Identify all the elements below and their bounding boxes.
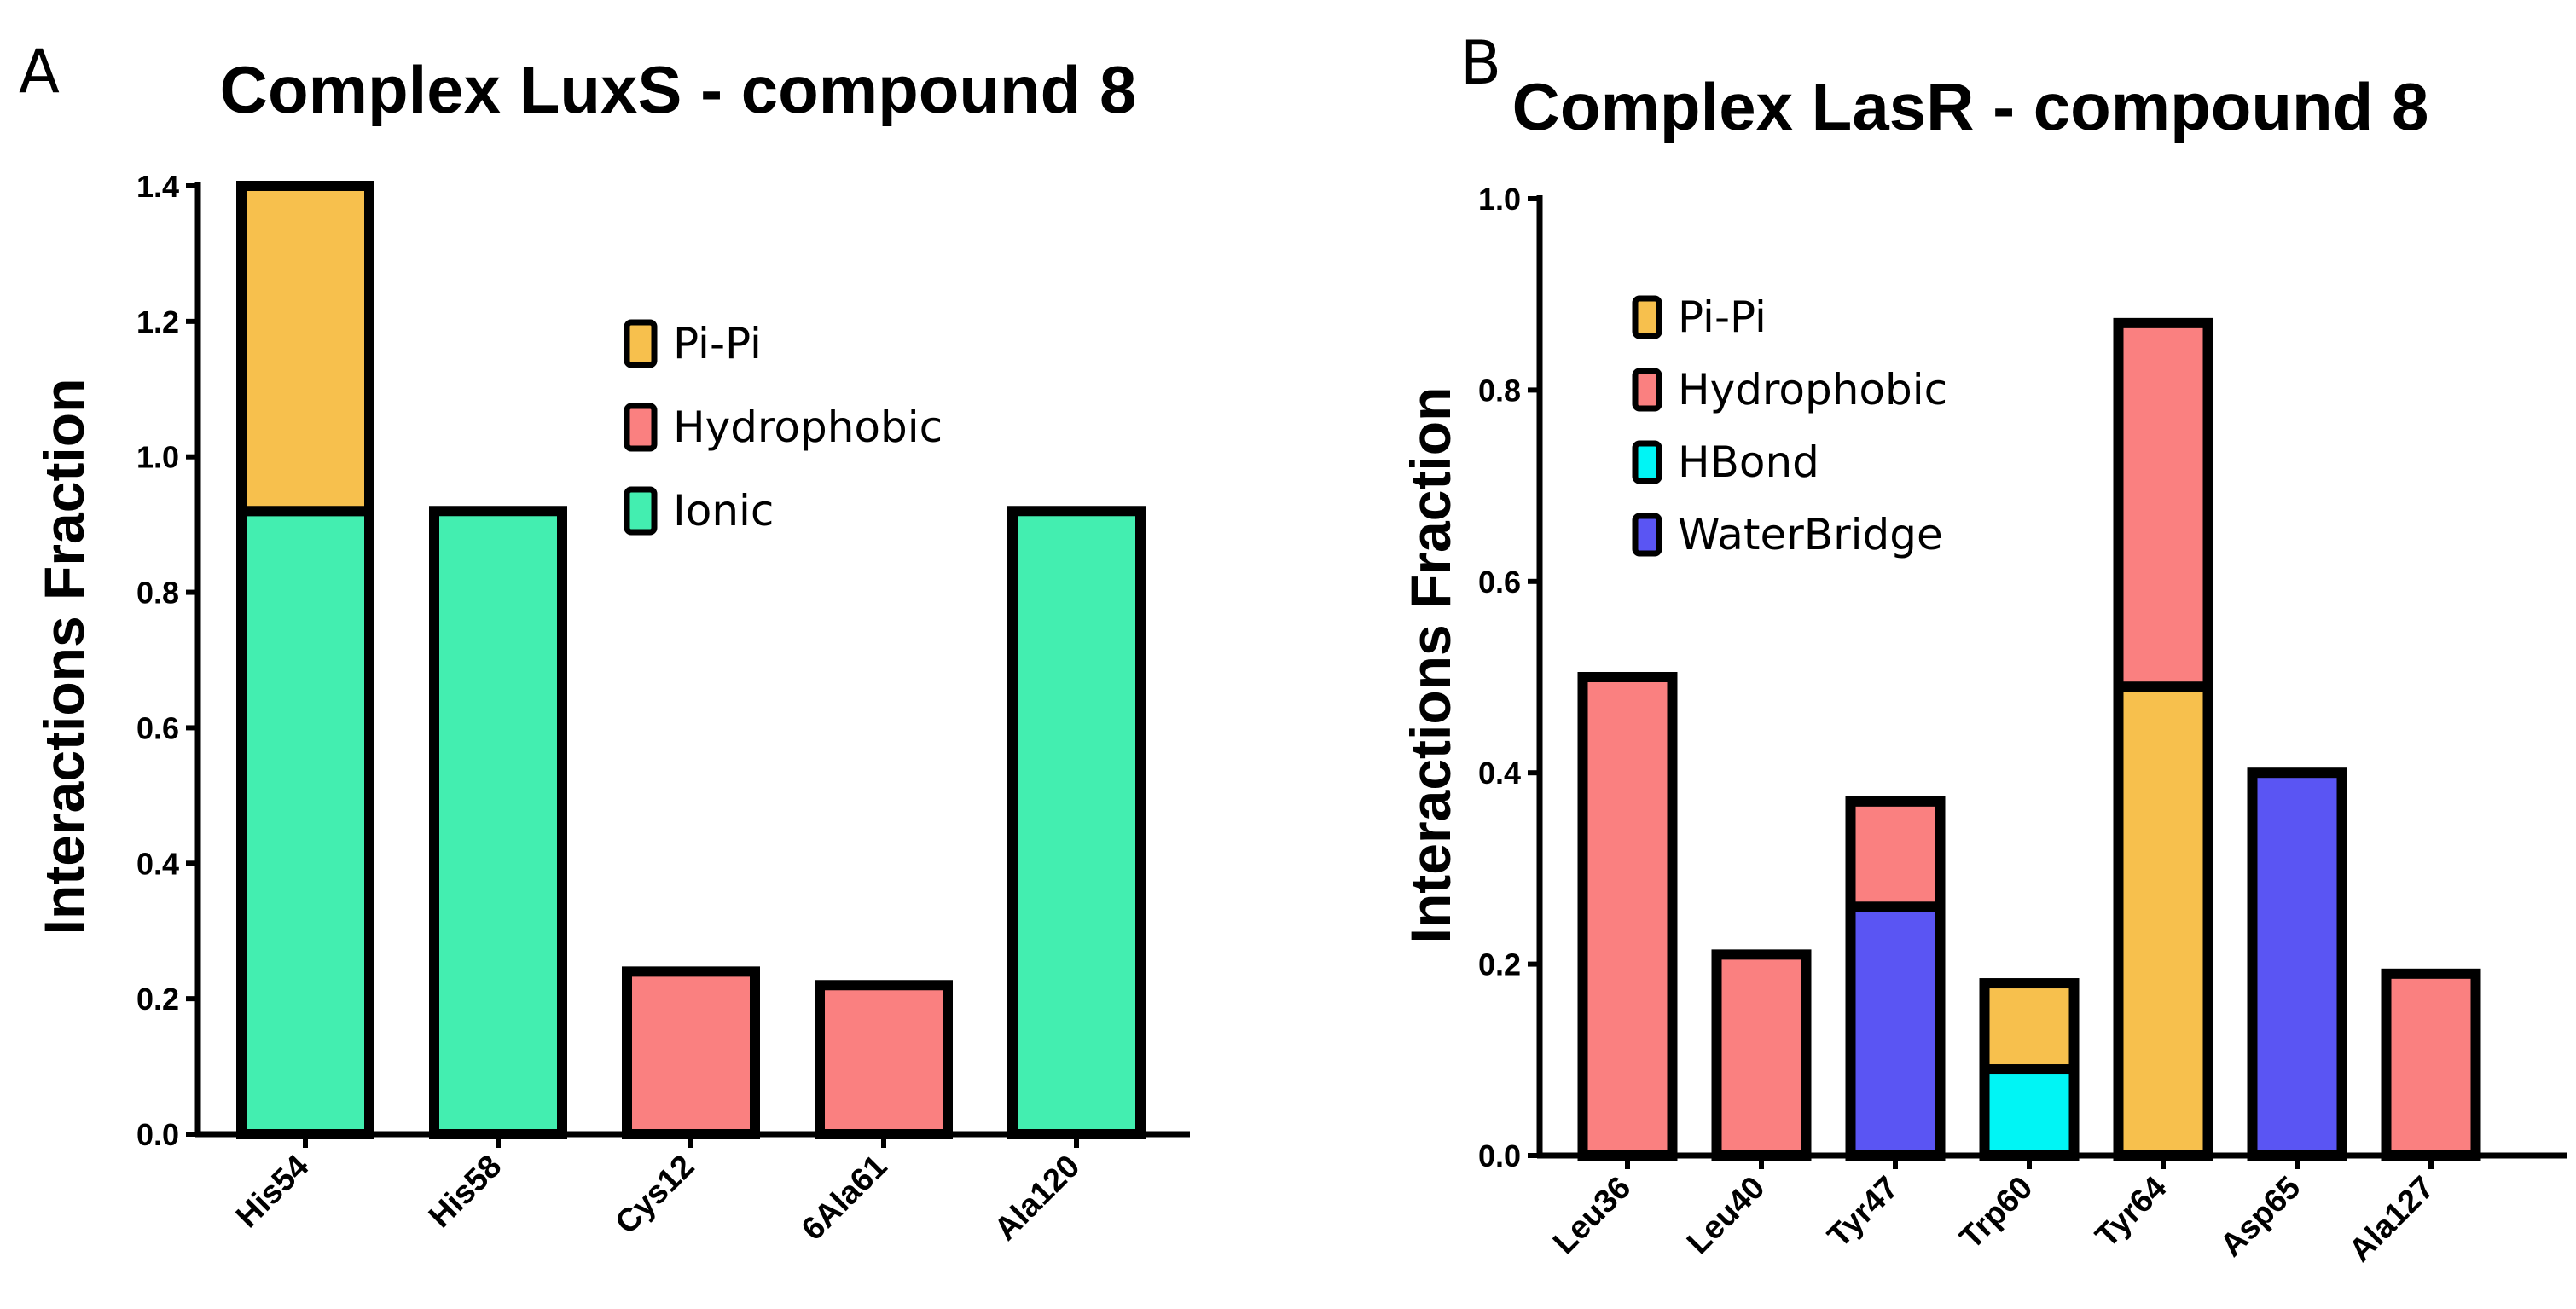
bar-his58-ionic: [429, 506, 567, 1139]
chart-a-marks: 0.0 0.2 0.4 0.6 0.8 1.0 1.2 1.4 His54 His58 Cys12 6…: [136, 169, 1190, 1248]
x-tick-label-6ala61: 6Ala61: [795, 1149, 894, 1248]
y-tick-label: 1.0: [1478, 182, 1521, 217]
chart-b-legend: Pi-Pi Hydrophobic HBond WaterBridge: [1632, 292, 1947, 559]
x-tick-label-cys12: Cys12: [608, 1149, 701, 1242]
legend-label-pi-pi: Pi-Pi: [1678, 292, 1767, 342]
legend-swatch-hydrophobic: [624, 403, 658, 452]
bar-trp60-pi-pi: [1979, 978, 2080, 1075]
y-tick-label: 0.2: [1478, 947, 1521, 982]
y-tick-label: 1.4: [136, 169, 179, 204]
panel-letter-a: A: [19, 37, 60, 107]
chart-b-y-axis-label: Interactions Fraction: [1399, 387, 1462, 944]
x-tick-label-tyr64: Tyr64: [2089, 1170, 2173, 1254]
legend-label-pi-pi: Pi-Pi: [673, 319, 762, 368]
legend-swatch-hbond: [1632, 440, 1662, 484]
chart-b-marks: 0.0 0.2 0.4 0.6 0.8 1.0 Leu36 Leu40 Tyr47 Trp60 Ty…: [1478, 182, 2567, 1269]
x-tick-label-his54: His54: [229, 1149, 316, 1235]
x-tick-label-tyr47: Tyr47: [1821, 1170, 1906, 1254]
x-tick-label-his58: His58: [422, 1149, 508, 1235]
legend-swatch-pi-pi: [624, 319, 658, 368]
y-tick-label: 1.0: [136, 440, 179, 475]
chart-b-title: Complex LasR - compound 8: [1512, 69, 2429, 144]
y-tick-label: 0.6: [1478, 565, 1521, 599]
x-tick-label-leu40: Leu40: [1680, 1170, 1772, 1261]
x-tick-label-leu36: Leu36: [1546, 1170, 1638, 1261]
bar-tyr64-hydrophobic: [2113, 317, 2213, 692]
legend-label-hydrophobic: Hydrophobic: [673, 403, 943, 452]
legend-label-hydrophobic: Hydrophobic: [1678, 365, 1947, 414]
legend-swatch-hydrophobic: [1632, 368, 1662, 412]
bar-cys12-hydrophobic: [622, 966, 760, 1140]
chart-panel-b: B Complex LasR - compound 8 Interactions…: [1399, 28, 2567, 1269]
y-tick-label: 0.8: [136, 576, 179, 611]
legend-label-ionic: Ionic: [673, 486, 774, 536]
bar-ala120-ionic: [1007, 506, 1146, 1139]
legend-swatch-ionic: [624, 486, 658, 536]
x-tick-label-trp60: Trp60: [1953, 1170, 2039, 1256]
bar-ala127-hydrophobic: [2381, 968, 2481, 1161]
chart-panel-a: A Complex LuxS - compound 8 Interactions…: [19, 37, 1190, 1248]
legend-label-waterbridge: WaterBridge: [1678, 510, 1943, 559]
legend-label-hbond: HBond: [1678, 437, 1819, 487]
legend-swatch-pi-pi: [1632, 295, 1662, 339]
y-tick-label: 0.6: [136, 710, 179, 745]
bar-6ala61-hydrophobic: [815, 980, 953, 1140]
chart-a-y-axis-label: Interactions Fraction: [32, 379, 96, 935]
bar-tyr64-pi-pi: [2113, 681, 2213, 1161]
bar-tyr47-hydrophobic: [1845, 796, 1946, 912]
y-tick-label: 1.2: [136, 304, 179, 339]
y-tick-label: 0.4: [136, 846, 179, 881]
y-tick-label: 0.0: [1478, 1138, 1521, 1173]
y-tick-label: 0.8: [1478, 373, 1521, 408]
bar-his54-ionic: [236, 506, 374, 1139]
bar-his54-pi-pi: [236, 181, 374, 517]
y-tick-label: 0.2: [136, 982, 179, 1017]
y-tick-label: 0.0: [136, 1117, 179, 1152]
bar-leu36-hydrophobic: [1577, 672, 1678, 1161]
x-tick-label-ala127: Ala127: [2342, 1170, 2441, 1269]
bar-trp60-hbond: [1979, 1064, 2080, 1161]
panel-letter-b: B: [1460, 28, 1501, 98]
bar-leu40-hydrophobic: [1711, 949, 1812, 1161]
y-tick-label: 0.4: [1478, 756, 1521, 791]
chart-a-title: Complex LuxS - compound 8: [220, 52, 1137, 127]
x-tick-label-ala120: Ala120: [988, 1149, 1087, 1248]
bar-asp65-waterbridge: [2247, 767, 2347, 1161]
x-tick-label-asp65: Asp65: [2213, 1170, 2307, 1264]
legend-swatch-waterbridge: [1632, 513, 1662, 557]
chart-a-legend: Pi-Pi Hydrophobic Ionic: [624, 319, 943, 536]
bar-tyr47-waterbridge: [1845, 901, 1946, 1161]
